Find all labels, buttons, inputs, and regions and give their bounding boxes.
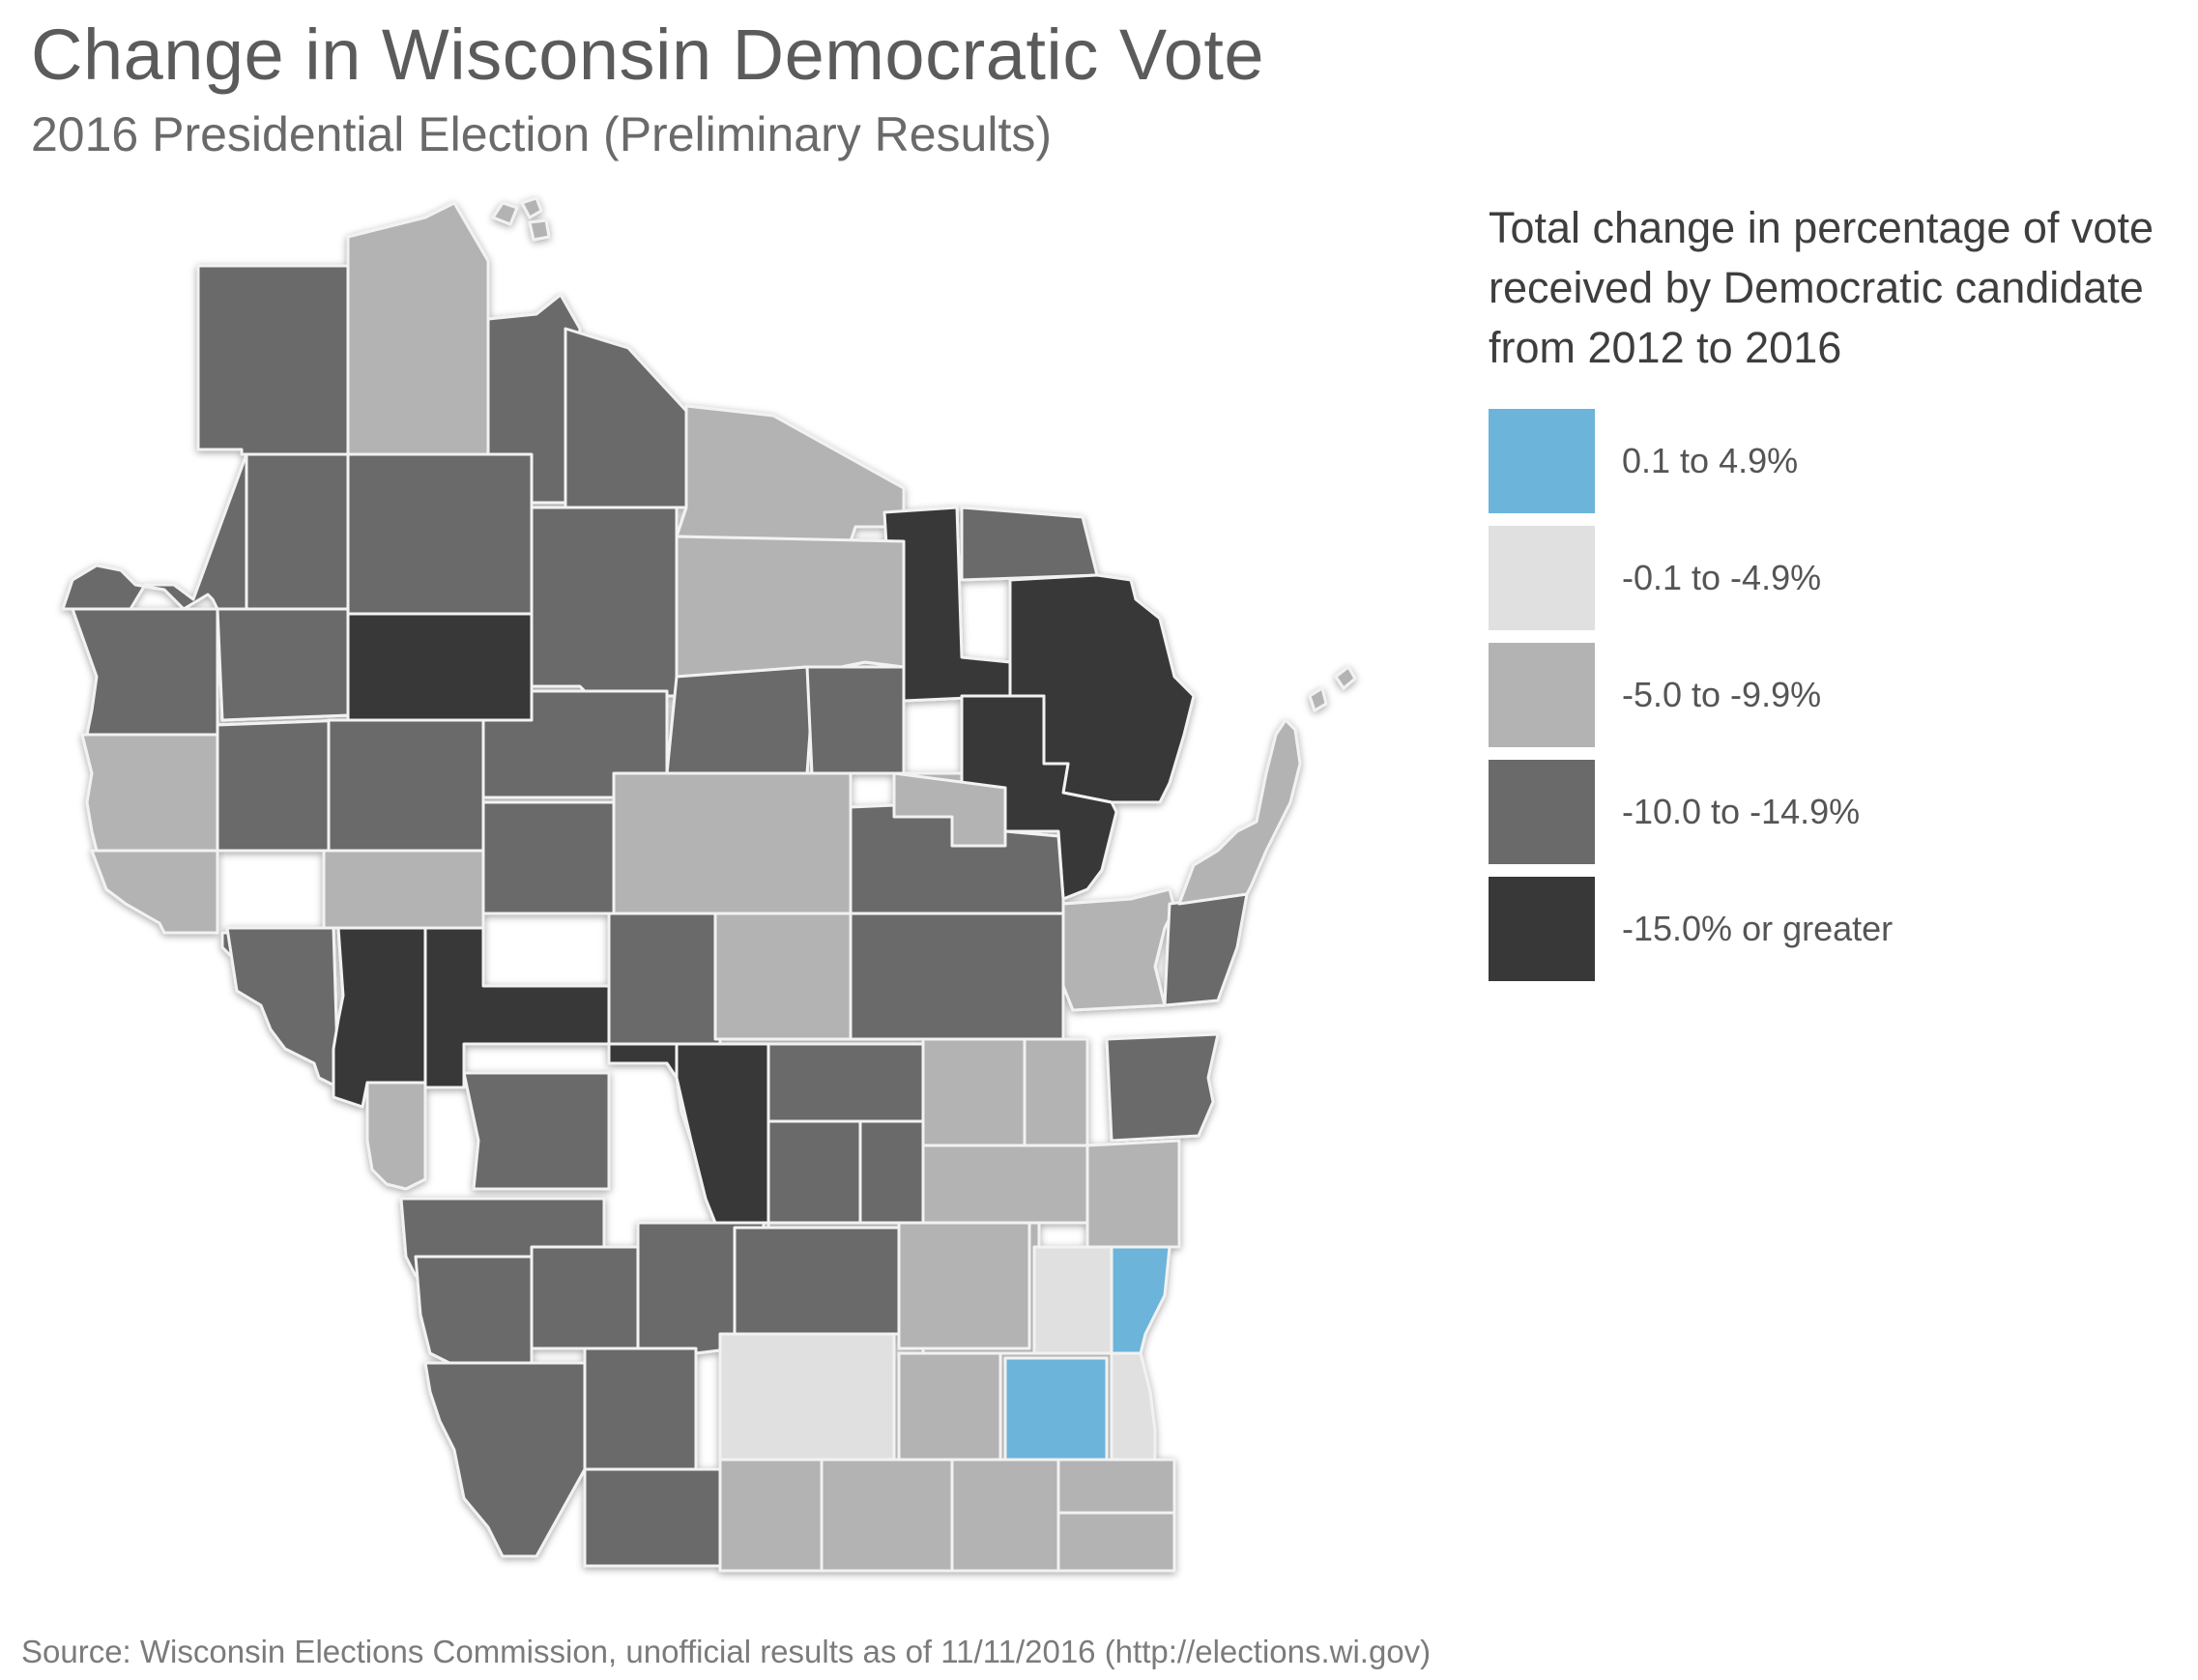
county-waukesha — [1003, 1356, 1109, 1462]
county-winnebago — [858, 1119, 925, 1225]
legend-swatch-dark — [1489, 760, 1595, 864]
county-ozaukee — [1110, 1245, 1171, 1355]
county-manitowoc — [1105, 1032, 1220, 1143]
county-green-lake — [766, 1221, 901, 1230]
legend-title-line: received by Democratic candidate — [1489, 263, 2144, 312]
map-subtitle: 2016 Presidential Election (Preliminary … — [31, 107, 1053, 161]
county-jackson — [423, 926, 611, 1089]
county-sawyer — [346, 452, 534, 616]
legend-title-line: Total change in percentage of vote — [1489, 203, 2154, 252]
county-oconto-lower — [892, 771, 1007, 848]
county-marathon — [612, 771, 853, 915]
legend-swatch-blue — [1489, 409, 1595, 513]
county-dodge — [897, 1221, 1031, 1350]
county-green — [718, 1458, 824, 1573]
island-shape — [528, 218, 551, 242]
source-note: Source: Wisconsin Elections Commission, … — [21, 1634, 1432, 1669]
map-legend: Total change in percentage of vote recei… — [1489, 198, 2184, 994]
legend-label: -10.0 to -14.9% — [1622, 792, 1861, 831]
county-walworth — [950, 1458, 1060, 1573]
county-marquette-wausara — [766, 1042, 925, 1123]
legend-swatch-darkest — [1489, 877, 1595, 981]
county-portage — [713, 912, 853, 1041]
county-kenosha — [1056, 1511, 1176, 1573]
county-st-croix — [80, 733, 219, 853]
island-shape — [520, 196, 543, 219]
county-door — [1177, 718, 1302, 906]
island-shape — [1308, 686, 1328, 712]
island-shape — [491, 201, 519, 226]
county-outagamie — [1023, 1037, 1089, 1147]
map-title: Change in Wisconsin Democratic Vote — [31, 14, 1265, 95]
county-brown — [1061, 887, 1176, 1012]
legend-title-line: from 2012 to 2016 — [1489, 323, 1842, 372]
legend-swatch-light — [1489, 526, 1595, 630]
county-burnett — [61, 452, 248, 611]
county-chippewa — [327, 718, 485, 853]
county-rock — [820, 1458, 954, 1573]
legend-item: -15.0% or greater — [1489, 877, 2184, 981]
legend-label: -0.1 to -4.9% — [1622, 558, 1822, 597]
county-trempealeau — [332, 926, 427, 1109]
legend-item: -5.0 to -9.9% — [1489, 643, 2184, 747]
county-lincoln — [665, 665, 814, 775]
county-crawford — [414, 1255, 534, 1375]
legend-label: -15.0% or greater — [1622, 909, 1894, 948]
county-dane — [718, 1332, 896, 1462]
county-la-crosse — [365, 1081, 427, 1191]
county-washburn — [245, 452, 350, 616]
county-monroe — [462, 1071, 611, 1191]
county-douglas — [196, 264, 350, 456]
legend-item: 0.1 to 4.9% — [1489, 409, 2184, 513]
county-calumet — [921, 1144, 1089, 1225]
county-langlade — [805, 665, 906, 775]
county-rusk — [346, 612, 534, 722]
county-florence — [960, 506, 1099, 582]
county-kewaunee — [1163, 892, 1249, 1007]
legend-item: -10.0 to -14.9% — [1489, 760, 2184, 864]
county-vilas — [675, 404, 906, 543]
county-buffalo — [225, 926, 340, 1089]
county-bayfield — [346, 201, 490, 456]
county-adams — [675, 1042, 770, 1225]
county-waushara — [766, 1119, 862, 1225]
county-wood — [607, 912, 722, 1051]
county-jefferson — [897, 1351, 1002, 1462]
county-barron — [216, 607, 350, 722]
legend-label: -5.0 to -9.9% — [1622, 675, 1822, 714]
county-calumet-outagamie — [921, 1037, 1027, 1147]
county-iowa — [583, 1347, 698, 1471]
county-washington — [1032, 1245, 1113, 1355]
county-pierce — [90, 849, 219, 935]
legend-swatch-mid — [1489, 643, 1595, 747]
county-grant — [423, 1361, 587, 1558]
county-oneida — [675, 535, 906, 679]
legend-title: Total change in percentage of vote recei… — [1489, 198, 2184, 378]
county-waupaca — [849, 912, 1065, 1041]
legend-item: -0.1 to -4.9% — [1489, 526, 2184, 630]
county-lafayette — [583, 1467, 722, 1568]
county-eau-claire — [322, 849, 485, 930]
county-racine — [1056, 1458, 1176, 1515]
island-shape — [1334, 665, 1357, 690]
county-price — [530, 506, 679, 698]
county-clark — [481, 800, 616, 915]
county-richland — [530, 1245, 640, 1350]
county-polk — [71, 607, 219, 737]
county-sheboygan — [1085, 1139, 1181, 1249]
county-iron — [564, 327, 688, 509]
county-milwaukee — [1110, 1351, 1157, 1462]
legend-label: 0.1 to 4.9% — [1622, 441, 1799, 480]
